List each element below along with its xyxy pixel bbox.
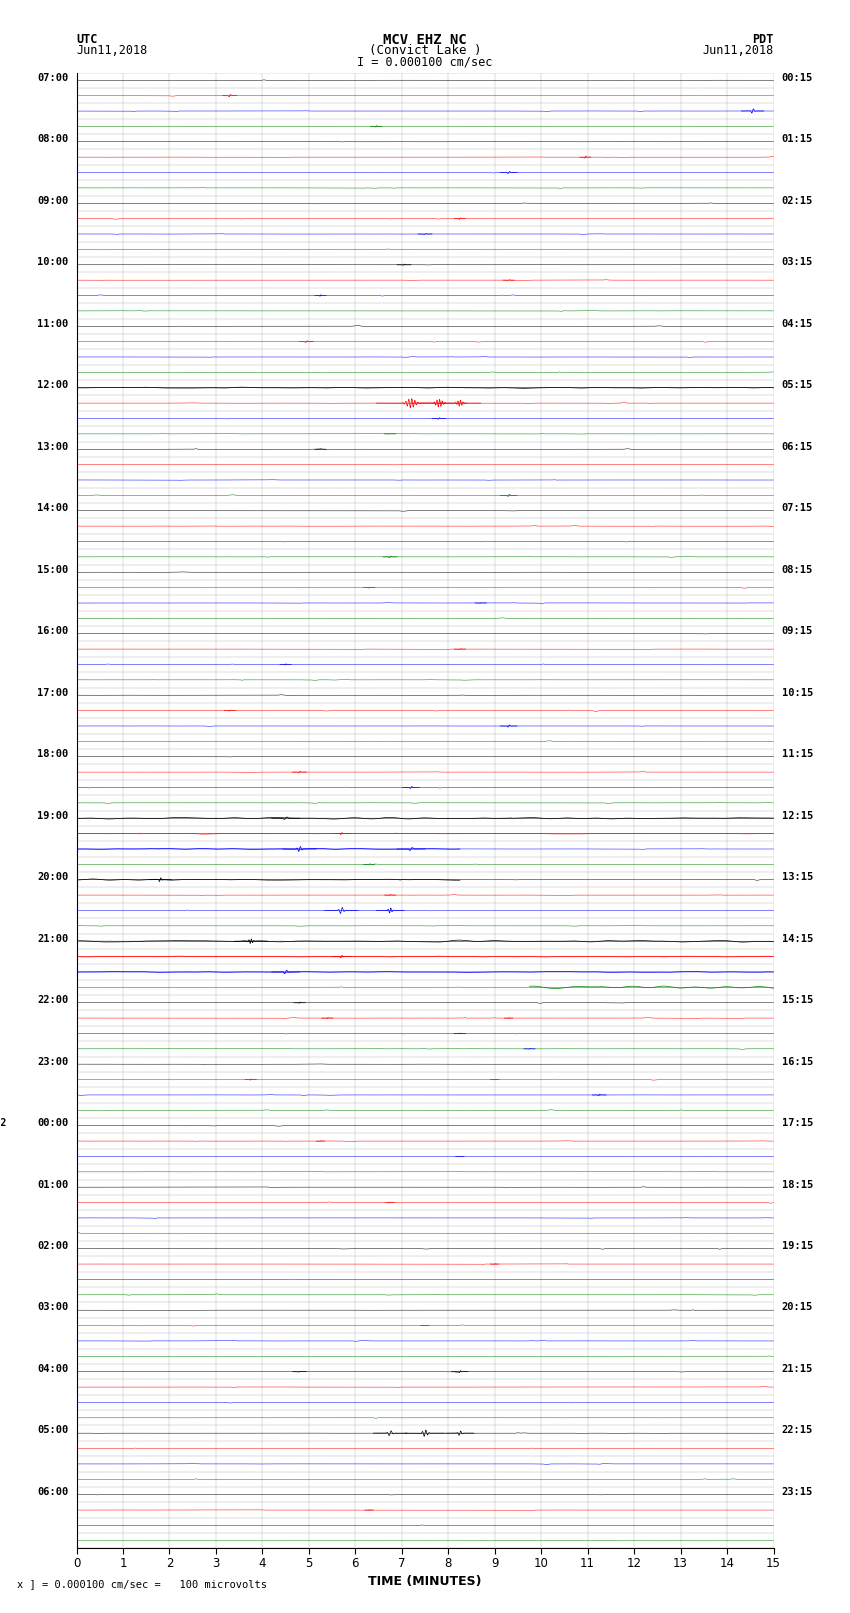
Text: 23:00: 23:00 xyxy=(37,1057,68,1066)
Text: 05:15: 05:15 xyxy=(782,381,813,390)
Text: x ] = 0.000100 cm/sec =   100 microvolts: x ] = 0.000100 cm/sec = 100 microvolts xyxy=(17,1579,267,1589)
Text: 11:00: 11:00 xyxy=(37,319,68,329)
Text: 10:00: 10:00 xyxy=(37,256,68,268)
Text: 11:15: 11:15 xyxy=(782,748,813,760)
Text: 15:00: 15:00 xyxy=(37,565,68,574)
Text: 03:15: 03:15 xyxy=(782,256,813,268)
Text: 20:00: 20:00 xyxy=(37,873,68,882)
Text: 09:00: 09:00 xyxy=(37,195,68,205)
Text: MCV EHZ NC: MCV EHZ NC xyxy=(383,32,467,47)
Text: 08:00: 08:00 xyxy=(37,134,68,144)
Text: 09:15: 09:15 xyxy=(782,626,813,636)
Text: 07:00: 07:00 xyxy=(37,73,68,82)
Text: 20:15: 20:15 xyxy=(782,1303,813,1313)
Text: 22:00: 22:00 xyxy=(37,995,68,1005)
Text: 04:00: 04:00 xyxy=(37,1365,68,1374)
Text: 02:15: 02:15 xyxy=(782,195,813,205)
Text: I = 0.000100 cm/sec: I = 0.000100 cm/sec xyxy=(357,55,493,69)
Text: 10:15: 10:15 xyxy=(782,687,813,697)
Text: 12:00: 12:00 xyxy=(37,381,68,390)
Text: 06:00: 06:00 xyxy=(37,1487,68,1497)
Text: 19:00: 19:00 xyxy=(37,811,68,821)
Text: 22:15: 22:15 xyxy=(782,1426,813,1436)
Text: 07:15: 07:15 xyxy=(782,503,813,513)
Text: 16:15: 16:15 xyxy=(782,1057,813,1066)
Text: 04:15: 04:15 xyxy=(782,319,813,329)
Text: 18:15: 18:15 xyxy=(782,1179,813,1189)
Text: UTC: UTC xyxy=(76,32,98,47)
Text: 21:15: 21:15 xyxy=(782,1365,813,1374)
Text: 01:15: 01:15 xyxy=(782,134,813,144)
Text: 16:00: 16:00 xyxy=(37,626,68,636)
Text: 00:15: 00:15 xyxy=(782,73,813,82)
Text: 03:00: 03:00 xyxy=(37,1303,68,1313)
Text: 15:15: 15:15 xyxy=(782,995,813,1005)
Text: 14:15: 14:15 xyxy=(782,934,813,944)
Text: 12:15: 12:15 xyxy=(782,811,813,821)
Text: 23:15: 23:15 xyxy=(782,1487,813,1497)
Text: 18:00: 18:00 xyxy=(37,748,68,760)
Text: 08:15: 08:15 xyxy=(782,565,813,574)
Text: (Convict Lake ): (Convict Lake ) xyxy=(369,44,481,58)
X-axis label: TIME (MINUTES): TIME (MINUTES) xyxy=(368,1576,482,1589)
Text: 13:15: 13:15 xyxy=(782,873,813,882)
Text: 17:00: 17:00 xyxy=(37,687,68,697)
Text: 14:00: 14:00 xyxy=(37,503,68,513)
Text: 00:00: 00:00 xyxy=(37,1118,68,1127)
Text: 01:00: 01:00 xyxy=(37,1179,68,1189)
Text: 13:00: 13:00 xyxy=(37,442,68,452)
Text: Jun12: Jun12 xyxy=(0,1118,7,1127)
Text: 21:00: 21:00 xyxy=(37,934,68,944)
Text: Jun11,2018: Jun11,2018 xyxy=(76,44,148,58)
Text: 06:15: 06:15 xyxy=(782,442,813,452)
Text: 17:15: 17:15 xyxy=(782,1118,813,1127)
Text: Jun11,2018: Jun11,2018 xyxy=(702,44,774,58)
Text: PDT: PDT xyxy=(752,32,774,47)
Text: 05:00: 05:00 xyxy=(37,1426,68,1436)
Text: 02:00: 02:00 xyxy=(37,1240,68,1252)
Text: 19:15: 19:15 xyxy=(782,1240,813,1252)
